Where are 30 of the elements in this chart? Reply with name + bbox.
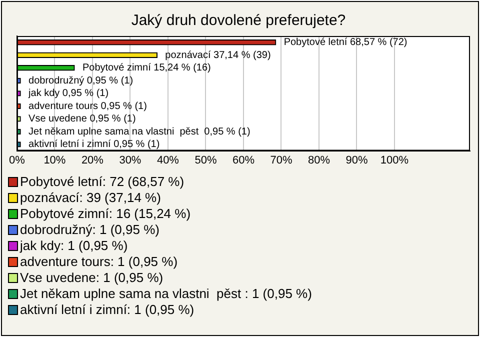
data-label: aktivní letní i zimní 0,95 % (1) bbox=[28, 139, 160, 150]
legend-label: adventure tours: 1 (0,95 %) bbox=[20, 254, 178, 270]
x-tick-label: 40% bbox=[156, 154, 180, 166]
data-label: jak kdy 0,95 % (1) bbox=[28, 88, 109, 100]
legend-label: jak kdy: 1 (0,95 %) bbox=[20, 238, 128, 254]
x-tick-label: 20% bbox=[81, 154, 104, 166]
data-label: adventure tours 0,95 % (1) bbox=[28, 100, 147, 112]
x-tick-label: 60% bbox=[232, 154, 255, 166]
data-label: Pobytové letní 68,57 % (72) bbox=[284, 37, 408, 48]
data-label: dobrodružný 0,95 % (1) bbox=[28, 75, 134, 86]
legend-label: dobrodružný: 1 (0,95 %) bbox=[20, 222, 160, 238]
legend-label: Pobytové zimní: 16 (15,24 %) bbox=[20, 206, 191, 222]
data-label: Pobytové zimní 15,24 % (16) bbox=[82, 62, 211, 74]
data-label: Vse uvedene 0,95 % (1) bbox=[28, 114, 136, 125]
chart-title: Jaký druh dovolené preferujete? bbox=[131, 12, 346, 30]
x-tick-label: 30% bbox=[119, 154, 142, 166]
x-tick-label: 70% bbox=[270, 154, 292, 166]
legend-label: Jet někam uplne sama na vlastni pěst : 1 (0,95 %) bbox=[20, 286, 312, 302]
data-label: poznávací 37,14 % (39) bbox=[165, 50, 271, 61]
legend-label: poznávací: 39 (37,14 %) bbox=[20, 190, 161, 206]
legend-label: Vse uvedene: 1 (0,95 %) bbox=[20, 270, 164, 286]
legend-label: aktivní letní i zimní: 1 (0,95 %) bbox=[20, 302, 194, 318]
x-tick-label: 80% bbox=[308, 154, 330, 166]
x-tick-label: 10% bbox=[44, 154, 66, 166]
x-tick-label: 0% bbox=[8, 154, 26, 166]
data-label: Jet někam uplne sama na vlastni pěst 0,95 % (1) bbox=[28, 126, 250, 138]
x-tick-label: 50% bbox=[194, 154, 217, 166]
legend-label: Pobytové letní: 72 (68,57 %) bbox=[20, 174, 184, 190]
x-tick-label: 100% bbox=[380, 154, 409, 166]
x-tick-label: 90% bbox=[346, 154, 368, 166]
